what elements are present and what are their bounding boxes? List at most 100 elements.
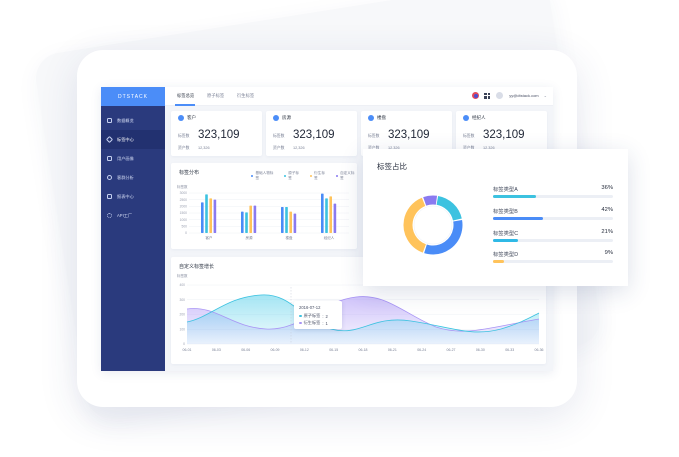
progress-track	[493, 239, 613, 242]
y-tick-label: 3000	[180, 191, 188, 195]
bar	[241, 212, 244, 233]
progress-fill	[493, 195, 536, 198]
ratio-label: 标签类型A	[493, 185, 518, 193]
sidebar-item-api[interactable]: API工厂	[101, 206, 165, 225]
bar	[281, 207, 284, 233]
apps-grid-icon[interactable]	[484, 93, 490, 99]
y-tick-label: 1000	[180, 218, 188, 222]
stat-title: 经纪人	[472, 115, 486, 121]
donut-chart	[363, 149, 483, 286]
x-tick-label: 06-24	[417, 348, 426, 352]
donut-inner-ring	[414, 206, 452, 244]
stat-card-house[interactable]: 房源 标签数 323,109 资产数 12,326	[266, 111, 357, 156]
agent-icon	[463, 115, 469, 121]
progress-fill	[493, 260, 504, 263]
bar	[214, 200, 217, 233]
bar	[205, 194, 208, 233]
progress-track	[493, 260, 613, 263]
sidebar-item-overview[interactable]: 数据概览	[101, 111, 165, 130]
stat-card-customer[interactable]: 客户 标签数 323,109 资产数 12,326	[171, 111, 262, 156]
x-tick-label: 房源	[246, 235, 253, 240]
x-tick-label: 06-33	[505, 348, 514, 352]
stat-sub-value: 12,326	[198, 146, 210, 150]
house-icon	[273, 115, 279, 121]
x-tick-label: 06-27	[447, 348, 456, 352]
sidebar-item-tag-center[interactable]: 标签中心	[101, 130, 165, 149]
x-tick-label: 06-03	[212, 348, 221, 352]
bar	[201, 202, 204, 233]
ratio-label: 标签类型D	[493, 250, 518, 258]
tab-indicator	[175, 104, 195, 106]
sidebar-item-label: 客群分析	[117, 175, 134, 181]
bar-chart: 标签数300025002000150010005000客户 房源 楼盘 经纪人	[171, 163, 357, 249]
chat-icon	[107, 118, 112, 123]
target-icon	[107, 175, 112, 180]
tag-distribution-panel: 标签分布 基础人物标签 原子标签 衍生标签 自定义标签 标签数 3000 2500 2…	[171, 163, 357, 249]
stat-label: 标签数	[463, 134, 474, 139]
notification-icon[interactable]	[472, 92, 479, 99]
y-tick-label: 500	[181, 225, 187, 229]
user-email[interactable]: yy@dtstack.com	[509, 93, 538, 98]
bar	[285, 207, 288, 233]
avatar[interactable]	[495, 91, 504, 100]
ratio-percent: 9%	[605, 250, 613, 256]
card-icon	[107, 156, 112, 161]
x-tick-label: 06-01	[183, 348, 192, 352]
bar	[294, 214, 297, 233]
gear-icon	[107, 213, 112, 218]
tooltip-date: 2016-07-12	[299, 305, 320, 310]
stat-value: 323,109	[198, 129, 240, 141]
bar	[321, 194, 324, 233]
y-tick-label: 100	[179, 327, 185, 331]
bar	[334, 204, 337, 233]
ratio-percent: 42%	[601, 207, 613, 213]
chart-tooltip: 2016-07-12 原子标签: 2 衍生标签: 1	[294, 301, 342, 329]
x-tick-label: 经纪人	[324, 235, 335, 240]
x-tick-label: 客户	[206, 235, 213, 240]
progress-fill	[493, 239, 518, 242]
bar	[245, 212, 248, 233]
sidebar-item-reports[interactable]: 报表中心	[101, 187, 165, 206]
legend-dot	[299, 315, 302, 318]
top-right-tools: yy@dtstack.com ⌄	[472, 91, 547, 100]
stat-title: 客户	[187, 115, 196, 121]
x-tick-label: 06-09	[271, 348, 280, 352]
tag-ratio-card: 标签占比 标签类型A 36% 标签类型B 42% 标签类型C 21% 标签类型D…	[363, 149, 628, 286]
bar	[329, 196, 332, 233]
x-tick-label: 06-15	[329, 348, 338, 352]
report-icon	[107, 194, 112, 199]
tooltip-row: 原子标签: 2	[299, 313, 328, 319]
tab-overview[interactable]: 标签总览	[177, 93, 194, 99]
stat-label: 标签数	[273, 134, 284, 139]
y-tick-label: 1500	[180, 211, 188, 215]
brand-logo[interactable]: DTSTACK	[101, 87, 165, 106]
y-tick-label: 2500	[180, 198, 188, 202]
sidebar-item-label: 数据概览	[117, 118, 134, 124]
sidebar-item-user-profile[interactable]: 用户画像	[101, 149, 165, 168]
x-tick-label: 06-21	[388, 348, 397, 352]
chevron-down-icon[interactable]: ⌄	[544, 93, 547, 98]
y-tick-label: 200	[179, 313, 185, 317]
tooltip-label: 衍生标签	[304, 320, 321, 326]
y-tick-label: 0	[183, 342, 185, 346]
x-tick-label: 06-36	[535, 348, 544, 352]
x-tick-label: 06-12	[300, 348, 309, 352]
x-tick-label: 06-18	[359, 348, 368, 352]
sidebar-item-segment[interactable]: 客群分析	[101, 168, 165, 187]
tooltip-value: 1	[326, 321, 328, 326]
y-tick-label: 2000	[180, 205, 188, 209]
ratio-percent: 21%	[601, 229, 613, 235]
ratio-label: 标签类型B	[493, 207, 518, 215]
tooltip-value: 2	[326, 314, 328, 319]
sidebar-item-label: 标签中心	[117, 137, 134, 143]
tooltip-row: 衍生标签: 1	[299, 320, 328, 326]
ratio-percent: 36%	[601, 185, 613, 191]
stat-label: 标签数	[178, 134, 189, 139]
tab-atomic[interactable]: 原子标签	[207, 93, 224, 99]
stat-sub-label: 资产数	[178, 146, 189, 151]
stat-sub-label: 资产数	[273, 146, 284, 151]
x-tick-label: 06-30	[476, 348, 485, 352]
building-icon	[368, 115, 374, 121]
tab-derived[interactable]: 衍生标签	[237, 93, 254, 99]
x-tick-label: 06-06	[241, 348, 250, 352]
